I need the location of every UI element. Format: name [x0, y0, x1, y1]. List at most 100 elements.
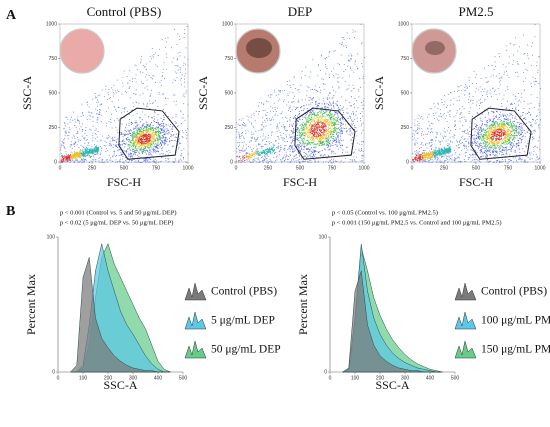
density-dot	[126, 150, 128, 152]
density-dot	[304, 105, 306, 107]
density-dot	[468, 92, 470, 94]
density-dot	[330, 128, 332, 130]
density-dot	[101, 147, 103, 149]
density-dot	[117, 150, 119, 152]
density-dot	[137, 146, 139, 148]
density-dot	[154, 146, 156, 148]
density-dot	[63, 156, 65, 158]
density-dot	[314, 132, 315, 134]
density-dot	[133, 131, 135, 133]
density-dot	[318, 138, 320, 140]
density-dot	[124, 151, 126, 153]
density-dot	[247, 152, 248, 154]
density-dot	[140, 139, 142, 141]
density-dot	[335, 142, 337, 143]
density-dot	[70, 151, 72, 153]
density-dot	[339, 133, 341, 135]
density-dot	[242, 161, 244, 163]
density-dot	[105, 148, 107, 150]
density-dot	[265, 152, 267, 154]
density-dot	[278, 90, 280, 92]
density-dot	[147, 130, 148, 132]
density-dot	[273, 150, 275, 151]
density-dot	[271, 161, 273, 163]
density-dot	[174, 94, 176, 96]
density-dot	[93, 149, 95, 151]
density-dot	[337, 105, 338, 107]
density-dot	[155, 146, 157, 148]
density-dot	[151, 143, 153, 145]
density-dot	[134, 150, 136, 152]
density-dot	[85, 149, 87, 151]
density-dot	[97, 146, 99, 148]
density-dot	[422, 160, 424, 161]
density-dot	[130, 133, 131, 134]
density-dot	[333, 75, 335, 76]
density-dot	[327, 119, 329, 121]
density-dot	[317, 91, 319, 92]
density-dot	[340, 147, 342, 149]
density-dot	[346, 108, 348, 110]
density-dot	[146, 127, 148, 129]
density-dot	[240, 158, 241, 160]
density-dot	[97, 95, 99, 97]
density-dot	[348, 55, 350, 57]
density-dot	[483, 91, 485, 92]
density-dot	[341, 117, 343, 119]
density-dot	[182, 157, 184, 158]
density-dot	[335, 139, 337, 141]
density-dot	[277, 146, 279, 148]
density-dot	[338, 87, 340, 89]
density-dot	[498, 78, 500, 80]
density-dot	[433, 115, 435, 116]
density-dot	[85, 130, 87, 131]
density-dot	[317, 115, 319, 116]
density-dot	[141, 132, 143, 134]
density-dot	[95, 95, 97, 97]
density-dot	[348, 101, 350, 103]
density-dot	[139, 121, 141, 123]
density-dot	[92, 120, 94, 122]
density-dot	[151, 140, 153, 142]
density-dot	[117, 149, 119, 151]
density-dot	[280, 148, 282, 150]
density-dot	[289, 117, 291, 118]
density-dot	[415, 153, 417, 155]
density-dot	[148, 136, 150, 138]
density-dot	[348, 60, 350, 62]
density-dot	[337, 121, 339, 123]
density-dot	[289, 145, 291, 147]
density-dot	[73, 155, 75, 157]
density-dot	[318, 121, 320, 123]
density-dot	[70, 155, 72, 157]
density-dot	[62, 145, 64, 146]
density-dot	[302, 142, 304, 144]
density-dot	[292, 97, 294, 99]
density-dot	[316, 106, 318, 108]
density-dot	[356, 135, 358, 137]
density-dot	[85, 150, 87, 152]
density-dot	[443, 130, 445, 132]
density-dot	[82, 113, 84, 115]
density-dot	[333, 160, 335, 162]
density-dot	[183, 93, 185, 95]
density-dot	[339, 64, 340, 66]
density-dot	[352, 133, 354, 135]
density-dot	[333, 135, 335, 137]
density-dot	[339, 138, 341, 140]
density-dot	[131, 124, 132, 125]
density-dot	[315, 137, 317, 139]
density-dot	[293, 123, 295, 125]
density-dot	[143, 131, 145, 133]
density-dot	[301, 158, 302, 160]
density-dot	[269, 151, 271, 153]
density-dot	[314, 140, 316, 142]
density-dot	[133, 154, 135, 156]
x-tick-label: 500	[472, 165, 481, 171]
density-dot	[160, 142, 162, 144]
density-dot	[315, 114, 317, 116]
density-dot	[314, 123, 316, 125]
density-dot	[296, 145, 298, 147]
density-dot	[279, 131, 281, 133]
density-dot	[97, 150, 99, 152]
